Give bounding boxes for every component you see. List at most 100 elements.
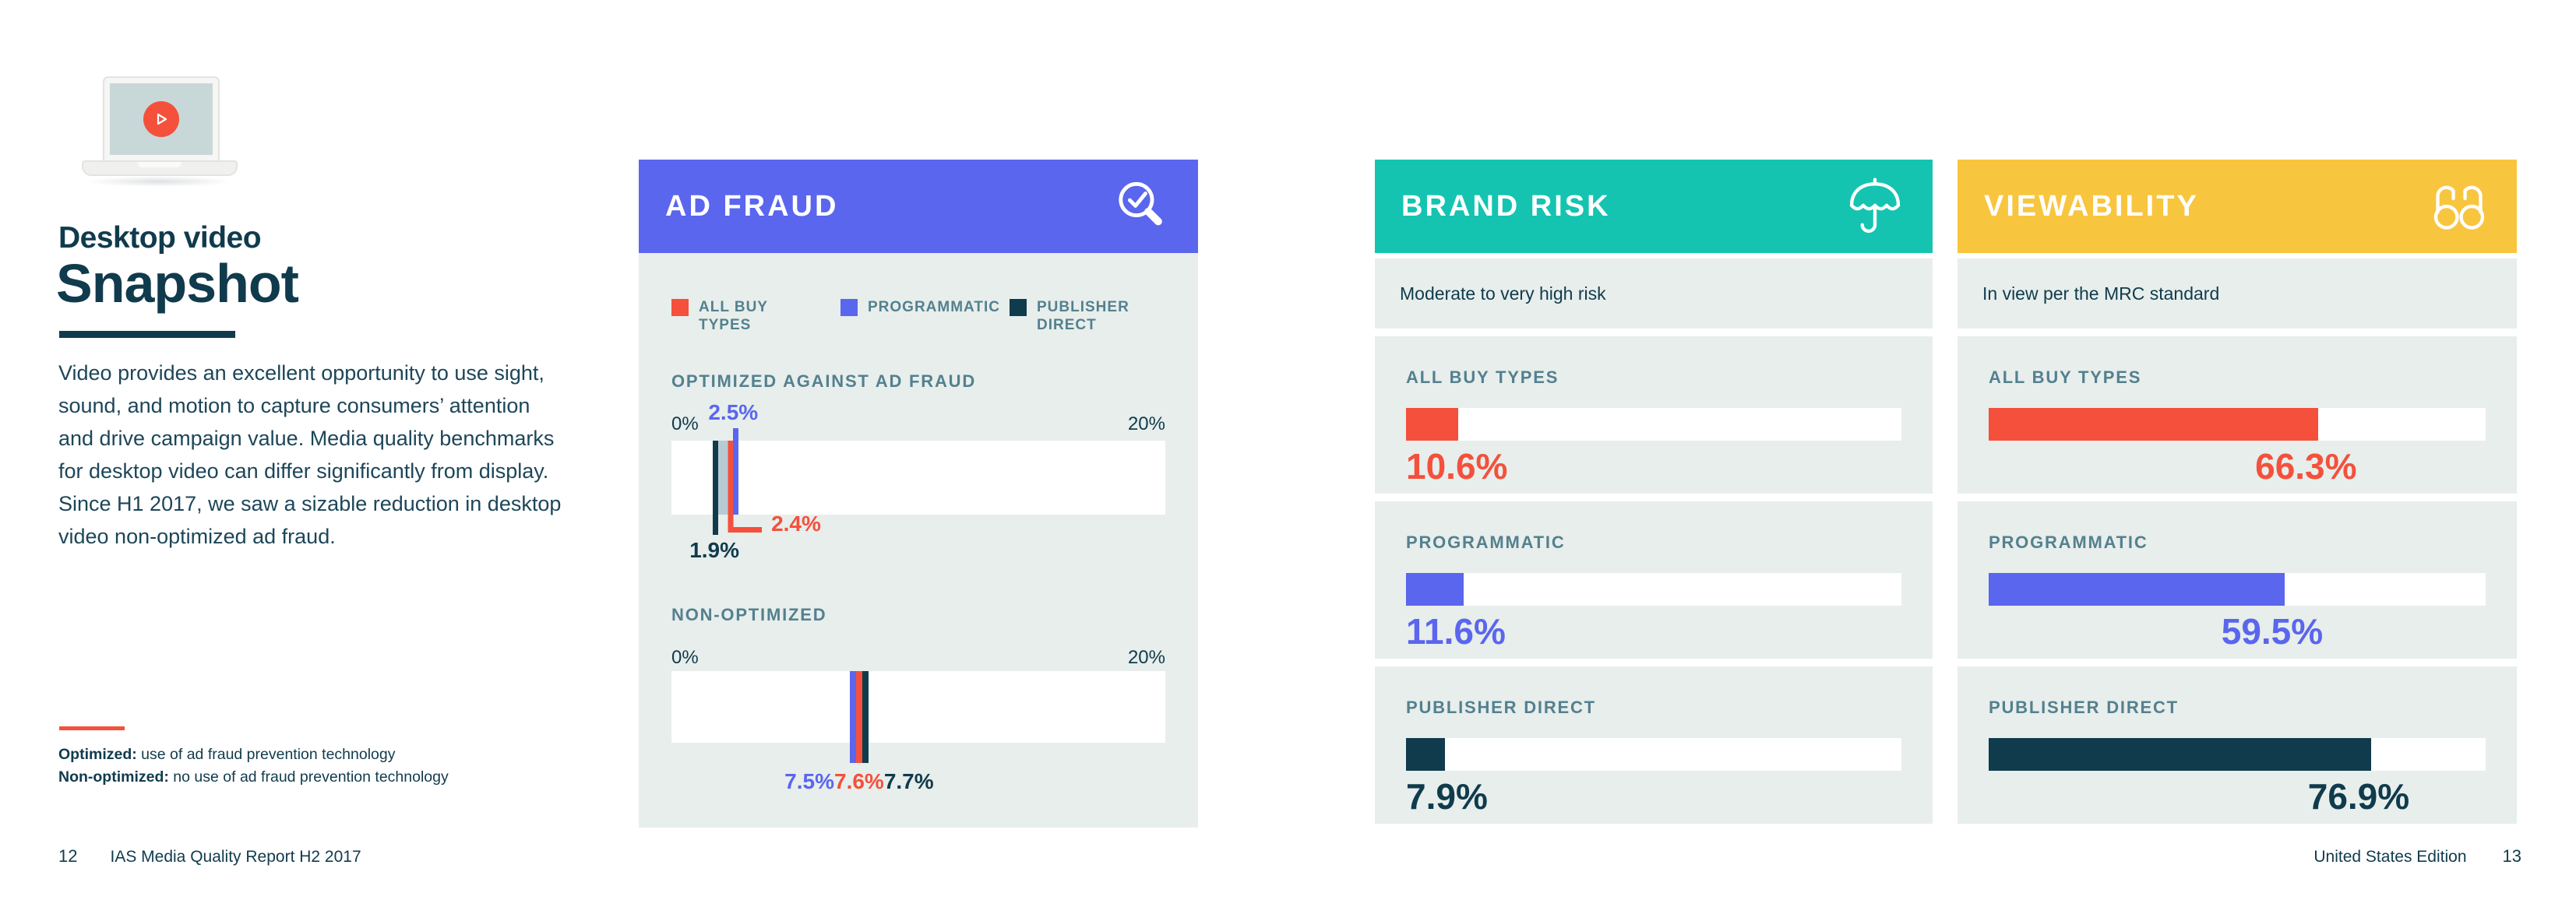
page-number-left: 12: [58, 846, 78, 866]
row-value: 76.9%: [2307, 776, 2410, 817]
row-label: PUBLISHER DIRECT: [1406, 698, 1596, 717]
row-label: PROGRAMMATIC: [1989, 533, 2148, 552]
optimized-scale: 0% 20%: [671, 413, 1165, 435]
row-value: 10.6%: [1406, 446, 1508, 487]
all-buy-types-value: 2.4%: [771, 512, 821, 536]
all-buy-types-marker: [728, 441, 734, 533]
footer-report-title: IAS Media Quality Report H2 2017: [110, 848, 361, 866]
brand-risk-row-all-buy-types: ALL BUY TYPES 10.6%: [1375, 336, 1933, 494]
bar-track: [1406, 408, 1901, 441]
bar-fill: [1989, 573, 2285, 606]
footnote-term: Non-optimized:: [58, 768, 169, 786]
scale-min-label: 0%: [671, 413, 699, 434]
title-underline: [59, 331, 235, 338]
row-label: PROGRAMMATIC: [1406, 533, 1566, 552]
bar-fill: [1406, 573, 1464, 606]
value-row: 76.9%: [1989, 775, 2486, 819]
all-buy-types-value: 7.6%: [833, 769, 884, 793]
value-row: 59.5%: [1989, 610, 2486, 654]
legend-item-programmatic: PROGRAMMATIC: [840, 298, 1000, 316]
row-label: PUBLISHER DIRECT: [1989, 698, 2179, 717]
magnifier-check-icon: [1119, 181, 1162, 226]
all-buy-types-marker-arm: [731, 527, 763, 533]
programmatic-marker: [733, 428, 739, 515]
brand-risk-row-programmatic: PROGRAMMATIC 11.6%: [1375, 501, 1933, 659]
laptop-screen: [103, 76, 220, 162]
play-button-icon: [143, 101, 179, 137]
page-title: Snapshot: [56, 253, 299, 314]
intro-paragraph: Video provides an excellent opportunity …: [58, 361, 562, 548]
non-optimized-scale: 0% 20%: [671, 647, 1165, 669]
publisher-direct-marker: [713, 441, 719, 535]
panel-ad-fraud: AD FRAUD ALL BUY TYPES PROGRAMMATIC: [639, 160, 1198, 828]
bar-track: [1406, 738, 1901, 771]
row-value: 66.3%: [2255, 446, 2357, 487]
optimized-section-label: OPTIMIZED AGAINST AD FRAUD: [671, 371, 977, 391]
brand-risk-title: BRAND RISK: [1401, 189, 1611, 223]
footer-edition: United States Edition: [2313, 848, 2467, 866]
viewability-row-all-buy-types: ALL BUY TYPES 66.3%: [1958, 336, 2517, 494]
non-optimized-markers: [849, 671, 869, 763]
scale-min-label: 0%: [671, 647, 699, 668]
brand-risk-header: BRAND RISK: [1375, 160, 1933, 253]
brand-risk-subtitle: Moderate to very high risk: [1375, 258, 1933, 329]
programmatic-value: 2.5%: [708, 400, 759, 424]
laptop-notch: [138, 162, 181, 167]
legend-swatch-publisher-direct: [1010, 299, 1027, 316]
legend-item-publisher-direct: PUBLISHER DIRECT: [1010, 298, 1146, 334]
umbrella-icon: [1849, 178, 1901, 233]
legend-swatch-all-buy-types: [671, 299, 689, 316]
footer-right: United States Edition 13: [2313, 846, 2521, 867]
legend-item-all-buy-types: ALL BUY TYPES: [671, 298, 808, 334]
bar-fill: [1406, 408, 1459, 441]
non-optimized-section-label: NON-OPTIMIZED: [671, 605, 827, 624]
ad-fraud-title: AD FRAUD: [665, 189, 839, 223]
bar-track: [1406, 573, 1901, 606]
bar-track: [1989, 408, 2486, 441]
ad-fraud-body: ALL BUY TYPES PROGRAMMATIC PUBLISHER DIR…: [639, 253, 1198, 828]
programmatic-value: 7.5%: [784, 769, 834, 793]
play-triangle-icon: [157, 113, 167, 125]
panel-viewability: VIEWABILITY In view per the MRC standard…: [1958, 160, 2517, 824]
value-row: 10.6%: [1406, 445, 1901, 489]
scale-max-label: 20%: [1127, 647, 1165, 668]
footnote-desc: use of ad fraud prevention technology: [136, 746, 396, 763]
footnote-desc: no use of ad fraud prevention technology: [168, 768, 449, 786]
bar-track: [1989, 738, 2486, 771]
scale-max-label: 20%: [1127, 413, 1165, 434]
row-label: ALL BUY TYPES: [1406, 367, 1559, 387]
value-row: 11.6%: [1406, 610, 1901, 654]
row-label: ALL BUY TYPES: [1989, 367, 2142, 387]
panel-brand-risk: BRAND RISK Moderate to very high risk AL…: [1375, 160, 1933, 824]
legend-label: ALL BUY TYPES: [699, 299, 768, 333]
viewability-row-programmatic: PROGRAMMATIC 59.5%: [1958, 501, 2517, 659]
value-row: 7.9%: [1406, 775, 1901, 819]
footnote-optimized: Optimized: use of ad fraud prevention te…: [58, 744, 449, 766]
legend-label: PROGRAMMATIC: [868, 299, 1000, 315]
viewability-row-publisher-direct: PUBLISHER DIRECT 76.9%: [1958, 666, 2517, 824]
publisher-direct-value: 1.9%: [689, 538, 740, 562]
non-optimized-track: 7.5% 7.6% 7.7%: [671, 671, 1165, 793]
row-value: 11.6%: [1406, 611, 1506, 652]
programmatic-marker: [849, 671, 856, 763]
footer-left: 12 IAS Media Quality Report H2 2017: [58, 846, 361, 867]
row-value: 59.5%: [2221, 611, 2324, 652]
laptop-video-icon: [82, 76, 238, 192]
ad-fraud-legend: ALL BUY TYPES PROGRAMMATIC PUBLISHER DIR…: [671, 298, 1165, 334]
footnote-non-optimized: Non-optimized: no use of ad fraud preven…: [58, 766, 449, 789]
laptop-base: [82, 160, 238, 176]
binoculars-icon: [2433, 185, 2485, 230]
bar-fill: [1989, 408, 2318, 441]
row-value: 7.9%: [1406, 776, 1488, 817]
brand-risk-row-publisher-direct: PUBLISHER DIRECT 7.9%: [1375, 666, 1933, 824]
optimized-track: 2.5% 1.9% 2.4%: [671, 400, 1165, 562]
legend-label: PUBLISHER DIRECT: [1037, 299, 1129, 333]
laptop-shadow: [86, 176, 233, 187]
page-eyebrow: Desktop video: [58, 221, 262, 255]
publisher-direct-value: 7.7%: [883, 769, 934, 793]
publisher-direct-marker: [862, 671, 869, 763]
bar-fill: [1989, 738, 2371, 771]
page-number-right: 13: [2502, 846, 2521, 866]
bar-track: [1989, 573, 2486, 606]
